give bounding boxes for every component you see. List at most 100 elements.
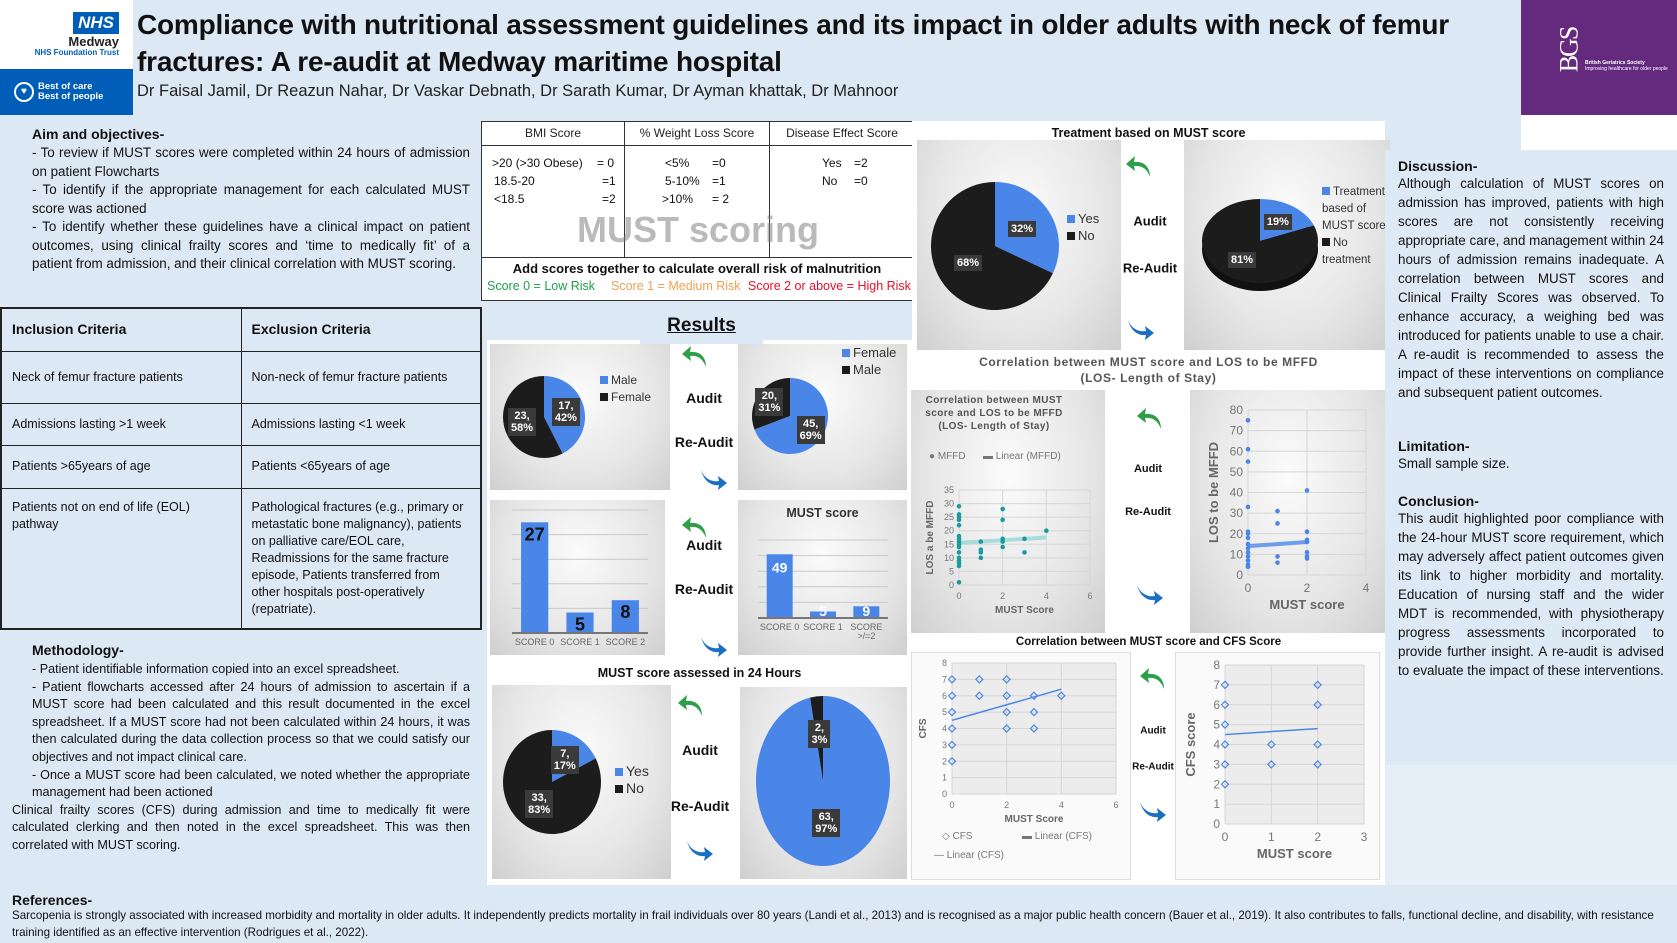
curved-arrow-back-icon [1140,668,1164,689]
cfs-title: Correlation between MUST score and CFS S… [1015,636,1282,648]
methodology-heading: Methodology- [32,642,124,658]
inclusion-cell: Patients not on end of life (EOL) pathwa… [0,487,242,630]
legend-swatch [842,366,850,374]
method-item: - Once a MUST score had been calculated,… [32,767,470,800]
data-point [947,724,957,733]
legend-label: No [626,780,644,796]
y-tick-label: 50 [1230,465,1244,479]
nhs-logo: NHS Medway NHS Foundation Trust ♥ Best o… [0,0,133,115]
x-tick-label: 4 [1044,591,1049,601]
y-tick-label: 20 [1230,527,1244,541]
category-label: SCORE [850,622,882,632]
chart-canvas: 0 1 2 3 4 5 6 7 8 0 2 4 6 MUST Score CFS [918,658,1119,825]
must-scoring-table: BMI Score % Weight Loss Score Disease Ef… [481,121,914,301]
tagline-band: ♥ Best of care Best of people [0,69,133,115]
scatter-title: Correlation between MUST score and LOS t… [925,395,1063,432]
pie-data-label: 45, 69% [796,416,825,445]
logo-spacer [1521,115,1677,150]
curved-arrow-back-icon [682,517,706,538]
chart-must-audit: 27 SCORE 0 5 SCORE 1 8 SCORE 2 [490,500,665,655]
trendline [951,688,1062,722]
conclusion-text: This audit highlighted poor compliance w… [1398,511,1664,678]
data-point [1056,691,1066,701]
data-point [1304,550,1310,555]
legend-label: Yes [626,763,649,779]
curved-arrow-back-icon [1137,408,1161,429]
bgs-name: British Geriatrics Society [1585,60,1645,66]
legend-label: Male [611,373,638,387]
curved-arrow-forward-icon [687,841,713,861]
reaudit-label: Re-Audit [674,581,734,597]
curved-arrow-forward-icon [701,470,727,490]
bgs-logo: BGS British Geriatrics Society Improving … [1521,0,1677,115]
data-point [1304,529,1310,534]
data-point [956,522,962,528]
data-point [1313,680,1323,690]
weight-loss-range: <5% [665,156,690,170]
y-tick-label: 70 [1230,424,1244,438]
x-tick-label: 0 [956,591,961,601]
data-point [1245,446,1251,452]
y-tick-label: 0 [949,580,954,590]
x-tick-label: 0 [949,800,954,810]
inclusion-cell: Admissions lasting >1 week [0,402,242,446]
y-tick-label: 3 [942,740,947,750]
curved-arrow-back-icon [1126,156,1150,177]
x-tick-label: 2 [1314,830,1321,844]
bar [810,611,836,618]
category-label: SCORE 2 [606,637,646,647]
audit-label: Audit [686,537,722,553]
pie-data-label: 81% [1228,252,1257,269]
data-point [1220,779,1230,789]
y-tick-label: 0 [942,789,947,799]
y-tick-label: 6 [942,691,947,701]
bar-value-label: 49 [772,559,788,575]
y-tick-label: 20 [944,526,954,536]
y-tick-label: 40 [1230,486,1244,500]
chart-canvas [756,696,890,866]
x-tick-label: 6 [1113,800,1118,810]
y-tick-label: 25 [944,512,954,522]
data-point [1245,541,1251,547]
legend-item: No treatment [1322,235,1386,269]
trust-name: NHS Foundation Trust [34,48,119,57]
risk-low: Score 0 = Low Risk [487,279,596,293]
chart-canvas: 0 1 2 3 4 5 6 7 8 0 1 2 3 MUST score CFS score [1183,658,1368,861]
must-summary: Add scores together to calculate overall… [482,257,912,276]
y-tick-label: 60 [1230,444,1244,458]
data-point [1002,675,1012,684]
weight-loss-score: = 2 [712,192,730,206]
data-point [1304,539,1310,545]
data-point [1002,707,1012,717]
aim-item: - To identify whether these guidelines h… [32,219,470,271]
chart-canvas: 0 5 10 15 20 25 30 35 0 2 4 6 MUST Score LOS a be MFF… [925,485,1093,616]
data-point [1029,691,1039,701]
data-point [956,555,962,561]
data-point [947,740,957,750]
data-point [1275,508,1280,514]
data-point [1313,740,1323,749]
x-tick-label: 1 [1268,830,1275,844]
bmi-range: 18.5-20 [494,174,535,188]
data-point [978,539,984,544]
chart-cfs-audit: 0 1 2 3 4 5 6 7 8 0 2 4 6 MUST Score CFS ◇ CFS ▬ Linear … [911,652,1131,880]
risk-high: Score 2 or above = High Risk [748,279,911,293]
chart-canvas [931,182,1059,310]
bar-value-label: 5 [819,603,827,619]
data-point [956,512,962,517]
discussion-text: Although calculation of MUST scores on a… [1398,176,1664,400]
method-item: - Patient identifiable information copie… [32,662,400,676]
x-axis-label: MUST score [1269,597,1344,612]
weight-loss-score: =0 [712,156,726,170]
assessed-title: MUST score assessed in 24 Hours [597,666,802,680]
legend-item: Male [842,361,903,378]
bgs-tagline: Improving healthcare for older people [1585,66,1668,72]
pie-data-label: 17, 42% [551,397,580,426]
data-point [1000,536,1005,542]
reaudit-label: Re-Audit [1125,506,1171,518]
pie-data-label: 19% [1263,213,1292,230]
data-point [956,550,962,555]
chart-legend: Male Female [600,372,666,406]
chart-canvas: 27 SCORE 0 5 SCORE 1 8 SCORE 2 [512,509,648,647]
y-tick-label: 7 [942,674,947,684]
